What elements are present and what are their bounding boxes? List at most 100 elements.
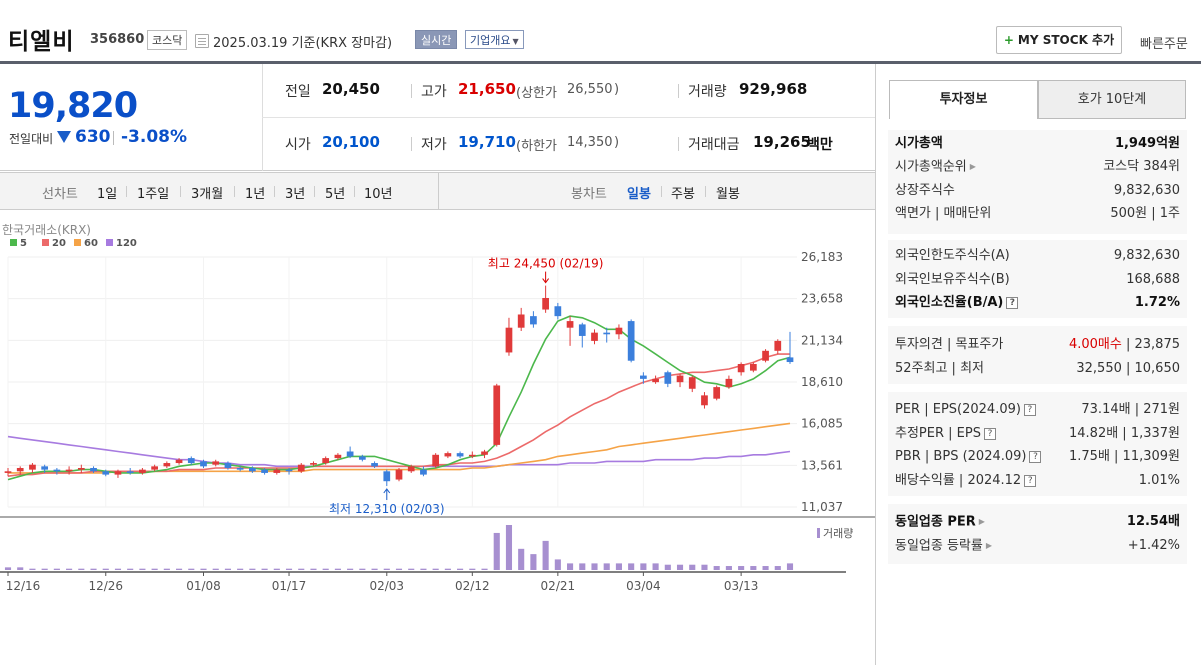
realtime-button[interactable]: 실시간 — [415, 30, 458, 49]
line-chart-label[interactable]: 선차트 — [42, 187, 78, 202]
x-tick-label: 03/13 — [724, 579, 759, 593]
candle-body — [554, 306, 562, 317]
volume-bar — [78, 568, 85, 570]
legend-label-20: 20 — [52, 238, 66, 249]
volume-bar — [530, 554, 537, 570]
candle-body — [310, 463, 317, 465]
candle-body — [615, 327, 623, 335]
help-icon[interactable]: ? — [1029, 450, 1042, 463]
quick-order-link[interactable]: 빠른주문 — [1140, 37, 1188, 52]
change-label: 전일대비 — [9, 132, 54, 146]
volume-bar — [689, 564, 696, 570]
chart-toolbar — [0, 172, 875, 210]
market-cap-rank-label[interactable]: 시가총액순위 ▶ — [895, 159, 976, 175]
prev-close-value: 20,450 — [322, 80, 380, 98]
volume-bar — [163, 568, 170, 570]
candle-body — [456, 453, 464, 457]
volume-bar — [542, 540, 549, 570]
candle-body — [468, 454, 476, 457]
volume-bar — [786, 563, 794, 570]
candle-body — [346, 451, 354, 457]
volume-bar — [701, 564, 708, 570]
volume-bar — [713, 566, 720, 570]
help-icon[interactable]: ? — [1006, 296, 1019, 309]
price-panel — [0, 64, 875, 171]
candle-body — [212, 461, 220, 465]
period-1d[interactable]: 1일 — [97, 187, 118, 202]
candle-body — [297, 464, 305, 472]
par-value: 500원 | 1주 — [1110, 206, 1180, 221]
volume-bar — [640, 563, 647, 570]
candle-body — [65, 469, 73, 472]
ma120-line — [7, 435, 791, 468]
chart-svg: 한국거래소(KRX)5 20 60 120 26,183 23,658 21,134 18,6… — [0, 223, 875, 593]
candle-chart-label[interactable]: 봉차트 — [571, 187, 607, 202]
volume-bar — [298, 568, 305, 570]
change-value: 630 — [75, 127, 111, 147]
market-cap-section: 시가총액 1,949억원 시가총액순위 ▶ 코스닥 384위 상장주식수 9,832,6… — [888, 130, 1187, 234]
candle-body — [603, 332, 611, 335]
high-arrow-head — [542, 278, 550, 284]
tab-order-book[interactable]: 호가 10단계 — [1038, 80, 1186, 119]
low-label: 저가 — [421, 137, 447, 153]
industry-per-label[interactable]: 동일업종 PER ▶ — [895, 514, 985, 530]
pbr-label: PBR | BPS (2024.09)? — [895, 446, 1042, 468]
volume-bar — [774, 566, 781, 570]
x-tick-label: 12/26 — [88, 579, 123, 593]
help-icon[interactable]: ? — [1024, 474, 1037, 487]
ma5-line — [7, 315, 791, 481]
volume-bar — [188, 568, 195, 570]
volume-label: 거래량 — [688, 84, 727, 100]
volume-bar — [481, 568, 488, 570]
add-my-stock-button[interactable]: + MY STOCK 추가 — [996, 26, 1122, 54]
legend-label-60: 60 — [84, 238, 98, 249]
company-overview-dropdown[interactable]: 기업개요 ▼ — [465, 30, 524, 49]
stock-code: 356860 — [90, 32, 145, 47]
low-annotation: 최저 12,310 (02/03) — [329, 502, 445, 516]
volume-bar — [750, 566, 757, 570]
tab-invest-info[interactable]: 투자정보 — [889, 80, 1038, 119]
legend-swatch-20 — [42, 239, 49, 246]
period-5y[interactable]: 5년 — [325, 187, 346, 202]
volume-bar — [249, 568, 256, 570]
y-tick-label: 11,037 — [801, 500, 843, 514]
candle-body — [383, 471, 391, 482]
foreign-hold-value: 168,688 — [1126, 272, 1180, 287]
candle-weekly[interactable]: 주봉 — [671, 187, 695, 202]
candle-body — [151, 466, 158, 470]
period-3y[interactable]: 3년 — [285, 187, 306, 202]
price-row-divider — [262, 117, 875, 118]
volume-bar — [457, 568, 464, 570]
candle-monthly[interactable]: 월봉 — [716, 187, 740, 202]
x-tick-label: 01/08 — [186, 579, 221, 593]
toolbar-divider — [438, 173, 439, 210]
volume-bar — [285, 568, 293, 570]
industry-change-label[interactable]: 동일업종 등락률 ▶ — [895, 538, 993, 554]
help-icon[interactable]: ? — [1023, 403, 1036, 416]
volume-bar — [493, 532, 500, 570]
candle-body — [578, 324, 586, 336]
volume-bar — [664, 564, 671, 570]
volume-bar — [66, 568, 73, 570]
foreign-limit-label: 외국인한도주식수(A) — [895, 248, 1010, 263]
period-1y[interactable]: 1년 — [245, 187, 266, 202]
foreign-limit-value: 9,832,630 — [1113, 248, 1180, 263]
period-1w[interactable]: 1주일 — [137, 187, 170, 202]
volume-value: 929,968 — [739, 80, 808, 98]
period-3m[interactable]: 3개월 — [191, 187, 224, 202]
market-cap-rank-value: 코스닥 384위 — [1103, 159, 1180, 174]
candle-body — [566, 321, 574, 328]
volume-bar — [469, 568, 476, 570]
help-icon[interactable]: ? — [983, 427, 996, 440]
foreign-ratio-label: 외국인소진율(B/A)? — [895, 292, 1019, 314]
candle-body — [358, 456, 366, 460]
down-triangle-icon — [57, 131, 71, 143]
week52-value: 32,550 | 10,650 — [1076, 361, 1180, 376]
price-chart[interactable]: 한국거래소(KRX) 5 20 60 120 26,183 23,658 21,134 18,6… — [0, 212, 875, 612]
caret-right-icon: ▶ — [969, 162, 976, 171]
candle-daily[interactable]: 일봉 — [627, 187, 651, 202]
candle-body — [444, 453, 452, 457]
period-10y[interactable]: 10년 — [364, 187, 393, 202]
dividend-label: 배당수익률 | 2024.12? — [895, 470, 1037, 492]
y-tick-label: 18,610 — [801, 375, 843, 389]
